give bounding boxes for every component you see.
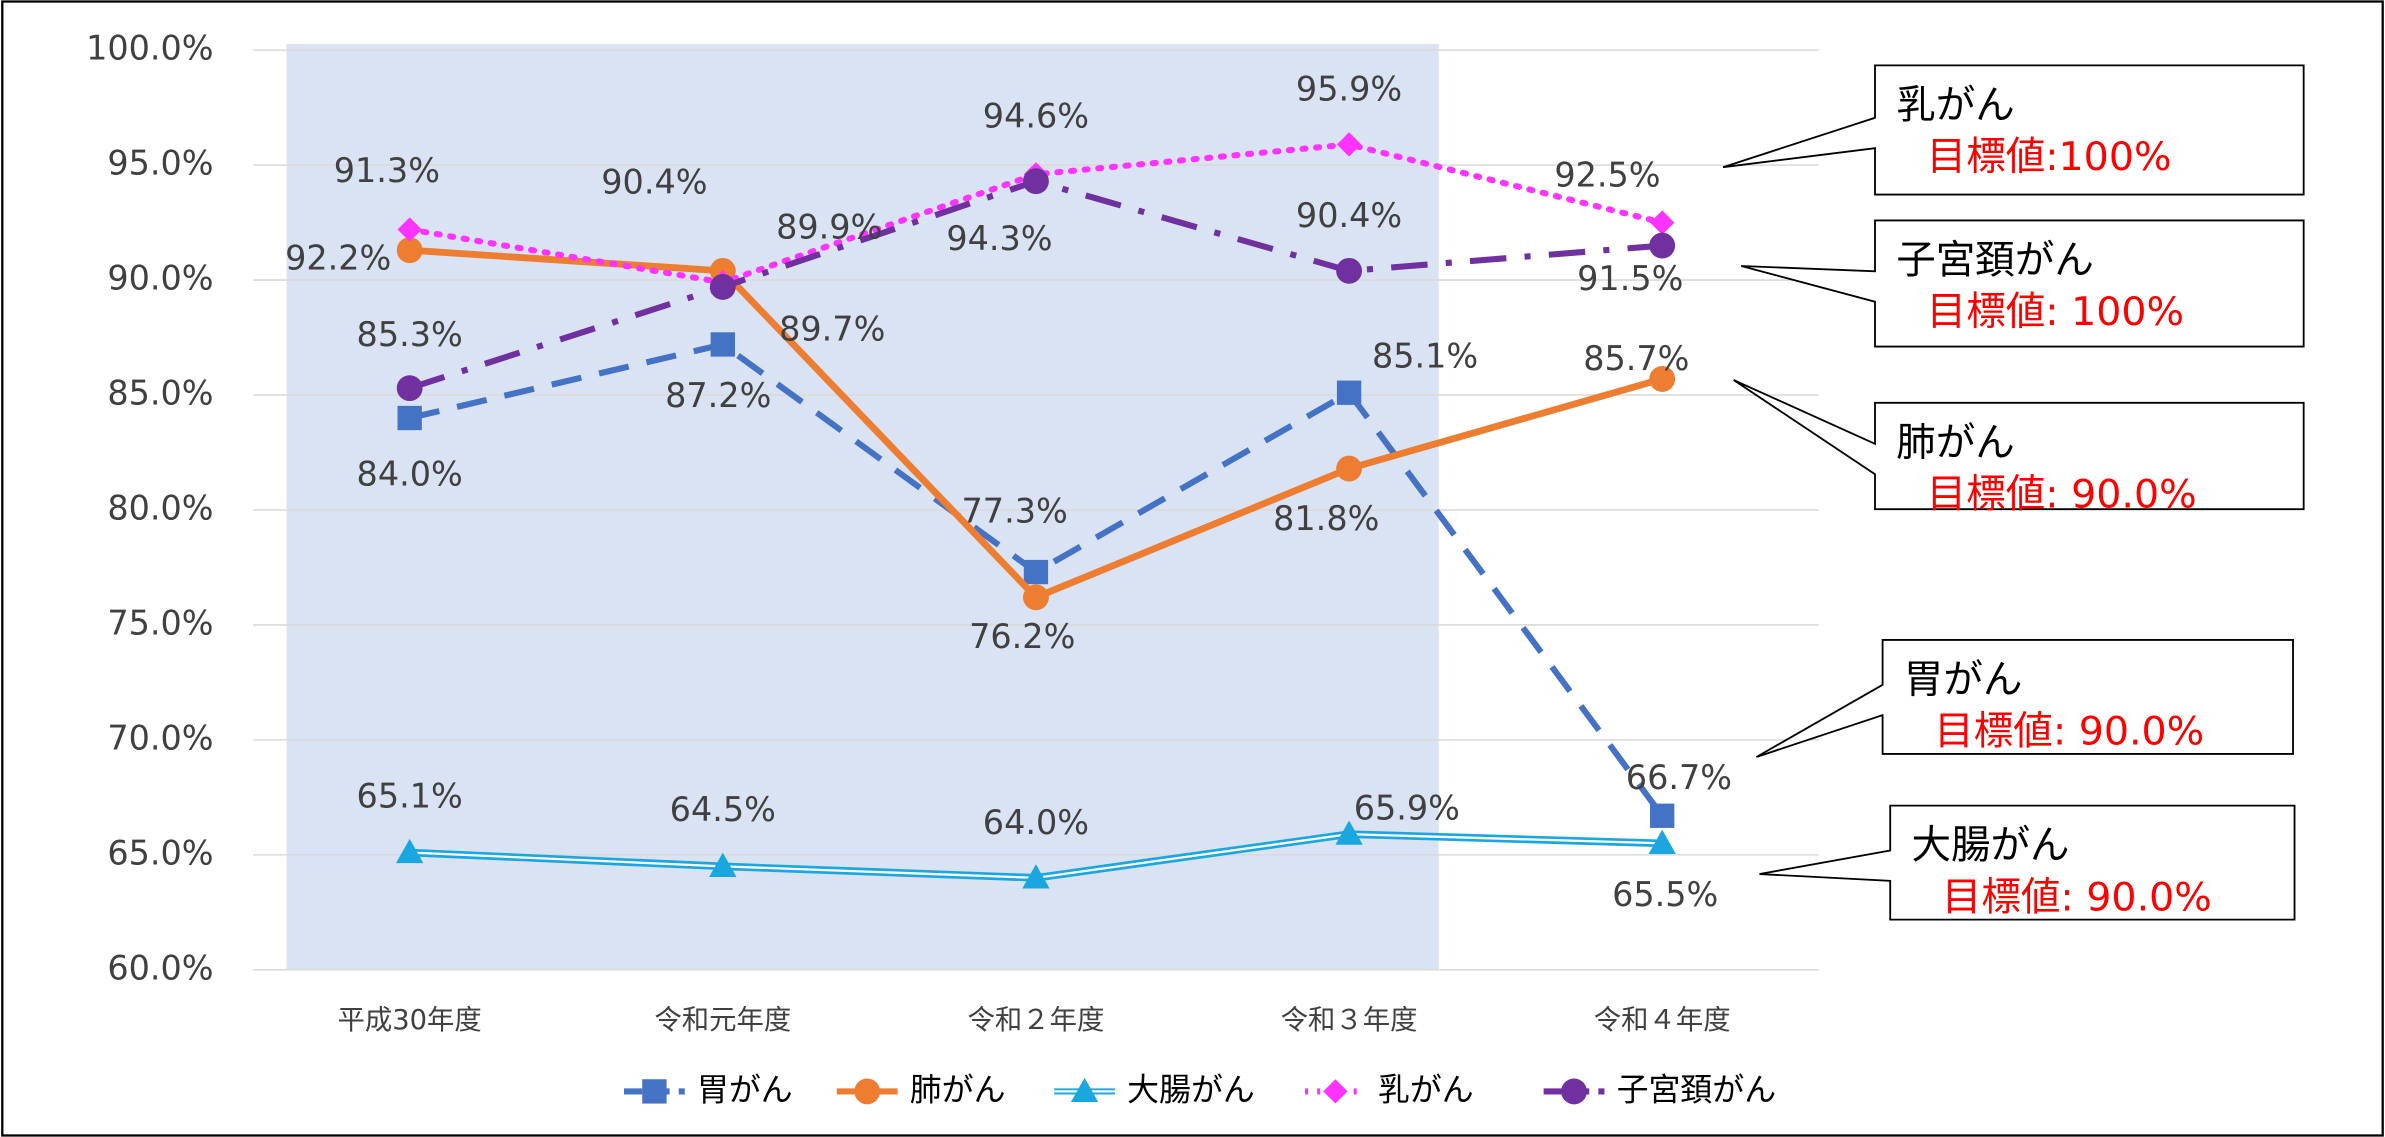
data-point bbox=[1650, 803, 1675, 828]
data-label: 66.7% bbox=[1626, 758, 1732, 797]
data-point bbox=[1648, 829, 1676, 854]
data-label: 92.2% bbox=[285, 238, 391, 277]
data-point bbox=[710, 332, 735, 357]
callout-target: 目標値: 90.0% bbox=[1942, 874, 2212, 920]
highlight-region bbox=[286, 44, 1439, 970]
y-tick-label: 100.0% bbox=[86, 29, 214, 68]
data-point bbox=[1335, 820, 1363, 845]
y-tick-label: 70.0% bbox=[107, 718, 213, 757]
data-point bbox=[1023, 559, 1049, 585]
callout-title: 胃がん bbox=[1904, 657, 2023, 703]
legend-label: 胃がん bbox=[697, 1070, 793, 1108]
data-label: 94.6% bbox=[983, 97, 1089, 136]
data-label: 81.8% bbox=[1273, 499, 1379, 538]
callout-box bbox=[1733, 379, 2305, 511]
data-label: 90.4% bbox=[1296, 196, 1402, 235]
data-label: 77.3% bbox=[962, 491, 1068, 530]
data-point bbox=[1650, 210, 1675, 235]
x-tick-label: 令和３年度 bbox=[1281, 1005, 1418, 1036]
y-tick-label: 65.0% bbox=[107, 833, 213, 872]
y-tick-label: 85.0% bbox=[107, 374, 213, 413]
data-point bbox=[1022, 864, 1050, 889]
callout-box bbox=[1755, 639, 2294, 758]
data-label: 92.5% bbox=[1554, 155, 1660, 194]
callout-box bbox=[1759, 804, 2296, 921]
data-label: 90.4% bbox=[601, 163, 707, 202]
data-label: 84.0% bbox=[357, 454, 463, 493]
data-point bbox=[709, 274, 736, 300]
data-point bbox=[1023, 168, 1049, 195]
callout-target: 目標値: 90.0% bbox=[1934, 709, 2204, 755]
data-point bbox=[397, 217, 422, 242]
data-label: 87.2% bbox=[665, 376, 771, 415]
callout-title: 大腸がん bbox=[1911, 823, 2069, 869]
x-tick-label: 令和２年度 bbox=[968, 1005, 1105, 1036]
data-label: 64.5% bbox=[670, 790, 776, 829]
data-point bbox=[396, 375, 423, 402]
callout-target: 目標値:100% bbox=[1927, 134, 2172, 180]
data-point bbox=[1649, 366, 1676, 392]
legend-label: 肺がん bbox=[910, 1070, 1006, 1108]
data-point bbox=[396, 237, 423, 264]
data-label: 94.3% bbox=[946, 219, 1052, 258]
data-label: 65.5% bbox=[1612, 875, 1718, 914]
y-tick-label: 75.0% bbox=[107, 603, 213, 642]
callout-box bbox=[1741, 219, 2305, 348]
data-label: 65.9% bbox=[1354, 788, 1460, 827]
y-tick-label: 60.0% bbox=[107, 948, 213, 987]
y-tick-label: 90.0% bbox=[107, 259, 213, 298]
callout-title: 乳がん bbox=[1896, 82, 2015, 128]
x-tick-label: 平成30年度 bbox=[338, 1005, 482, 1036]
legend-marker bbox=[854, 1078, 881, 1105]
data-point bbox=[1336, 257, 1362, 284]
callout-title: 子宮頚がん bbox=[1896, 237, 2094, 283]
data-point bbox=[1336, 380, 1362, 405]
data-point bbox=[1336, 455, 1362, 482]
callout-box bbox=[1722, 64, 2305, 196]
data-point bbox=[397, 405, 422, 431]
data-point bbox=[709, 852, 737, 877]
data-label: 91.3% bbox=[334, 151, 440, 190]
data-point bbox=[395, 838, 424, 864]
y-tick-label: 80.0% bbox=[107, 488, 213, 527]
x-tick-label: 令和元年度 bbox=[654, 1005, 791, 1036]
callout-title: 肺がん bbox=[1896, 420, 2015, 466]
legend-label: 子宮頚がん bbox=[1617, 1070, 1777, 1108]
legend-marker bbox=[1561, 1078, 1587, 1105]
data-label: 76.2% bbox=[969, 617, 1075, 656]
callout-target: 目標値: 90.0% bbox=[1927, 472, 2197, 518]
data-label: 85.7% bbox=[1583, 339, 1689, 378]
legend-label: 大腸がん bbox=[1127, 1070, 1255, 1108]
data-label: 85.3% bbox=[357, 315, 463, 354]
legend-marker bbox=[642, 1079, 667, 1104]
data-label: 89.7% bbox=[779, 310, 885, 349]
data-point bbox=[1023, 584, 1049, 611]
y-tick-label: 95.0% bbox=[107, 144, 213, 183]
data-label: 65.1% bbox=[357, 776, 463, 815]
legend-marker bbox=[1070, 1077, 1099, 1103]
data-label: 91.5% bbox=[1577, 259, 1683, 298]
data-label: 89.9% bbox=[776, 208, 882, 247]
legend-label: 乳がん bbox=[1378, 1070, 1474, 1108]
data-label: 85.1% bbox=[1372, 336, 1478, 375]
data-point bbox=[1649, 232, 1676, 259]
data-label: 64.0% bbox=[983, 803, 1089, 842]
x-tick-label: 令和４年度 bbox=[1594, 1005, 1731, 1036]
data-label: 95.9% bbox=[1296, 70, 1402, 109]
callout-target: 目標値: 100% bbox=[1927, 289, 2184, 335]
